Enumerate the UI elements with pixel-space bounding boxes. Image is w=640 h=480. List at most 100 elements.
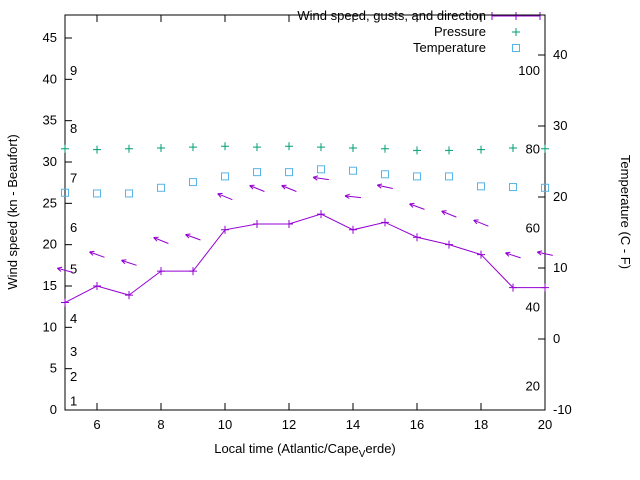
pressure-point	[317, 143, 325, 152]
y-left-tick-label: 35	[43, 113, 57, 128]
y-left-tick-label: 40	[43, 71, 57, 86]
x-tick-label: 20	[538, 417, 552, 432]
gust-direction-arrow	[536, 250, 553, 256]
temperature-point	[381, 170, 389, 179]
fahrenheit-label: 100	[518, 63, 540, 78]
temperature-point	[157, 183, 165, 192]
fahrenheit-label: 80	[526, 142, 540, 157]
y-right-axis-title: Temperature (C - F)	[618, 155, 633, 269]
pressure-point	[413, 146, 421, 155]
x-tick-label: 8	[157, 417, 164, 432]
wind-speed-point	[93, 282, 101, 290]
wind-speed-point	[157, 267, 165, 276]
pressure-point	[381, 144, 389, 153]
temperature-point	[477, 182, 485, 191]
temperature-point	[93, 189, 101, 198]
wind-speed-point	[349, 225, 357, 234]
pressure-point	[189, 143, 197, 152]
legend-sample-wind	[491, 12, 541, 20]
temperature-point	[61, 188, 69, 197]
y-left-tick-label: 30	[43, 154, 57, 169]
wind-speed-point	[477, 250, 485, 259]
beaufort-label: 3	[70, 344, 77, 359]
y-right-tick-label: 10	[553, 260, 567, 275]
pressure-point	[349, 143, 357, 152]
fahrenheit-label: 60	[526, 221, 540, 236]
pressure-point	[157, 143, 165, 152]
wind-speed-point	[221, 225, 229, 234]
y-left-tick-label: 45	[43, 30, 57, 45]
gust-direction-arrow	[473, 219, 489, 227]
beaufort-label: 6	[70, 220, 77, 235]
gust-direction-arrow	[89, 250, 105, 258]
temperature-point	[445, 172, 453, 181]
y-right-tick-label: -10	[553, 402, 572, 417]
pressure-point	[125, 144, 133, 153]
beaufort-label: 5	[70, 261, 77, 276]
wind-speed-point	[445, 240, 453, 249]
y-left-tick-label: 25	[43, 195, 57, 210]
gust-direction-arrow	[249, 184, 265, 192]
plot-area: 6 8 10 12 14 16 18 20051015202530354045-1001020…	[43, 14, 572, 432]
wind-speed-point	[381, 218, 389, 227]
y-left-tick-label: 0	[50, 402, 57, 417]
legend-sample-temperature	[512, 44, 520, 52]
temperature-point	[285, 168, 293, 177]
y-right-tick-label: 0	[553, 331, 560, 346]
x-axis-title-prefix: Local time (Atlantic/Cape	[214, 441, 359, 456]
gust-direction-arrow	[121, 259, 137, 266]
x-tick-label: 6	[93, 417, 100, 432]
wind-speed-point	[285, 220, 293, 228]
pressure-point	[285, 142, 293, 151]
beaufort-label: 8	[70, 121, 77, 136]
legend-label-temperature: Temperature	[413, 40, 486, 55]
gust-direction-arrow	[153, 236, 169, 244]
pressure-point	[61, 144, 69, 153]
pressure-point	[477, 145, 485, 154]
pressure-point	[541, 144, 549, 153]
gust-direction-arrow	[56, 266, 73, 273]
beaufort-label: 4	[70, 311, 77, 326]
pressure-point	[445, 146, 453, 155]
x-tick-label: 14	[346, 417, 360, 432]
gust-direction-arrow	[281, 184, 297, 192]
temperature-point	[509, 183, 517, 192]
temperature-point	[253, 168, 261, 177]
x-axis-title-subscript: V	[359, 449, 366, 460]
gust-direction-arrow	[376, 183, 393, 189]
pressure-point	[509, 143, 517, 152]
gust-direction-arrow	[505, 251, 521, 259]
x-tick-label: 12	[282, 417, 296, 432]
y-right-tick-label: 40	[553, 47, 567, 62]
fahrenheit-label: 20	[526, 378, 540, 393]
beaufort-label: 1	[70, 394, 77, 409]
legend-label-pressure: Pressure	[434, 24, 486, 39]
wind-speed-point	[413, 233, 421, 242]
x-tick-label: 16	[410, 417, 424, 432]
temperature-point	[349, 166, 357, 175]
plot-border	[64, 14, 546, 411]
temperature-point	[413, 172, 421, 181]
x-tick-label: 18	[474, 417, 488, 432]
x-axis-title-suffix: erde)	[365, 441, 395, 456]
x-tick-label: 10	[218, 417, 232, 432]
x-axis-title: Local time (Atlantic/CapeVerde)	[214, 441, 396, 460]
fahrenheit-label: 40	[526, 299, 540, 314]
temperature-point	[541, 183, 549, 192]
gust-direction-arrow	[344, 193, 362, 199]
beaufort-label: 9	[70, 63, 77, 78]
wind-speed-point	[509, 283, 517, 292]
wind-speed-point	[125, 291, 133, 300]
gust-direction-arrow	[312, 175, 329, 181]
gust-direction-arrow	[441, 210, 457, 218]
gust-direction-arrow	[185, 233, 201, 241]
gust-direction-arrow	[217, 192, 233, 201]
legend-sample-pressure	[512, 28, 520, 36]
wind-speed-point	[317, 210, 325, 219]
temperature-point	[189, 178, 197, 187]
y-right-tick-label: 30	[553, 118, 567, 133]
pressure-point	[221, 142, 229, 151]
beaufort-label: 7	[70, 171, 77, 186]
